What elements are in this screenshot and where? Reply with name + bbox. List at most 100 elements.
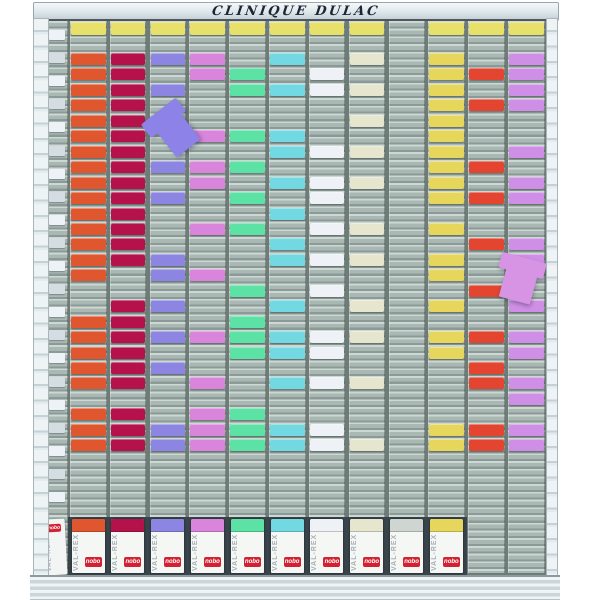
- t-card[interactable]: [349, 176, 385, 189]
- t-card[interactable]: [509, 68, 544, 81]
- t-card[interactable]: [509, 377, 544, 390]
- t-card[interactable]: [150, 423, 186, 436]
- t-card[interactable]: [71, 423, 106, 436]
- t-card[interactable]: [349, 300, 385, 313]
- t-card[interactable]: [349, 114, 385, 127]
- t-card[interactable]: [230, 315, 265, 328]
- t-card[interactable]: [469, 192, 504, 205]
- t-card[interactable]: [429, 83, 464, 96]
- t-card[interactable]: [190, 377, 225, 390]
- t-card[interactable]: [230, 284, 265, 297]
- t-card[interactable]: [110, 331, 146, 344]
- t-card[interactable]: [110, 377, 146, 390]
- t-card[interactable]: [150, 83, 186, 96]
- index-tab[interactable]: [49, 376, 65, 387]
- t-card[interactable]: [469, 68, 504, 81]
- t-card[interactable]: [71, 315, 106, 328]
- t-card[interactable]: [509, 145, 544, 158]
- t-card[interactable]: [110, 238, 146, 251]
- t-card[interactable]: [309, 439, 345, 452]
- t-card[interactable]: [190, 161, 225, 174]
- t-card[interactable]: [509, 346, 544, 359]
- t-card[interactable]: [190, 423, 225, 436]
- t-card[interactable]: [190, 439, 225, 452]
- index-tab[interactable]: [49, 168, 65, 179]
- t-card[interactable]: [309, 253, 345, 266]
- t-card[interactable]: [469, 362, 504, 374]
- t-card[interactable]: [509, 192, 544, 205]
- t-card[interactable]: [429, 253, 464, 266]
- t-card[interactable]: [429, 346, 464, 359]
- index-tab[interactable]: [49, 191, 65, 202]
- t-card[interactable]: [110, 408, 146, 421]
- t-card[interactable]: [71, 238, 106, 251]
- t-card[interactable]: [469, 439, 504, 452]
- index-tab[interactable]: [49, 330, 65, 341]
- t-card[interactable]: [509, 83, 544, 96]
- t-card[interactable]: [270, 53, 305, 65]
- t-card[interactable]: [150, 331, 186, 344]
- t-card[interactable]: [110, 315, 146, 328]
- index-tab[interactable]: [49, 422, 65, 433]
- t-card[interactable]: [429, 439, 464, 452]
- header-t-card[interactable]: [110, 22, 146, 35]
- index-tab[interactable]: [49, 76, 65, 87]
- index-tab[interactable]: [49, 237, 65, 248]
- t-card[interactable]: [110, 362, 146, 374]
- t-card[interactable]: [71, 130, 106, 143]
- t-card[interactable]: [150, 362, 186, 374]
- t-card[interactable]: [71, 145, 106, 158]
- t-card[interactable]: [110, 192, 146, 205]
- header-t-card[interactable]: [270, 22, 305, 35]
- t-card[interactable]: [309, 284, 345, 297]
- t-card[interactable]: [309, 83, 345, 96]
- t-card[interactable]: [110, 53, 146, 65]
- card-pack[interactable]: VAL-REX nobo: [350, 519, 384, 573]
- t-card[interactable]: [270, 377, 305, 390]
- t-card[interactable]: [509, 423, 544, 436]
- t-card[interactable]: [349, 222, 385, 235]
- index-tab[interactable]: [49, 214, 65, 225]
- t-card[interactable]: [509, 99, 544, 112]
- t-card[interactable]: [71, 408, 106, 421]
- t-card[interactable]: [429, 222, 464, 235]
- t-card[interactable]: [349, 253, 385, 266]
- t-card[interactable]: [429, 161, 464, 174]
- t-card[interactable]: [429, 114, 464, 127]
- t-card[interactable]: [429, 192, 464, 205]
- t-card[interactable]: [429, 130, 464, 143]
- t-card[interactable]: [429, 53, 464, 65]
- t-card[interactable]: [270, 300, 305, 313]
- t-card[interactable]: [190, 269, 225, 282]
- t-card[interactable]: [71, 68, 106, 81]
- t-card[interactable]: [270, 253, 305, 266]
- t-card[interactable]: [270, 439, 305, 452]
- t-card[interactable]: [429, 423, 464, 436]
- t-card[interactable]: [270, 83, 305, 96]
- t-card[interactable]: [270, 207, 305, 220]
- t-card[interactable]: [469, 238, 504, 251]
- t-card[interactable]: [71, 161, 106, 174]
- t-card[interactable]: [270, 176, 305, 189]
- t-card[interactable]: [429, 300, 464, 313]
- t-card[interactable]: [230, 222, 265, 235]
- t-card[interactable]: [110, 83, 146, 96]
- header-t-card[interactable]: [150, 22, 186, 35]
- t-card[interactable]: [309, 222, 345, 235]
- t-card[interactable]: [71, 99, 106, 112]
- t-card[interactable]: [309, 145, 345, 158]
- t-card[interactable]: [349, 145, 385, 158]
- t-card[interactable]: [190, 176, 225, 189]
- header-t-card[interactable]: [509, 22, 544, 35]
- t-card[interactable]: [349, 439, 385, 452]
- t-card[interactable]: [469, 284, 504, 297]
- t-card[interactable]: [509, 53, 544, 65]
- t-card[interactable]: [509, 392, 544, 405]
- header-t-card[interactable]: [429, 22, 464, 35]
- index-tab[interactable]: [49, 468, 65, 479]
- t-card[interactable]: [509, 300, 544, 313]
- t-card[interactable]: [230, 439, 265, 452]
- t-card[interactable]: [71, 176, 106, 189]
- t-card[interactable]: [230, 423, 265, 436]
- t-card[interactable]: [270, 238, 305, 251]
